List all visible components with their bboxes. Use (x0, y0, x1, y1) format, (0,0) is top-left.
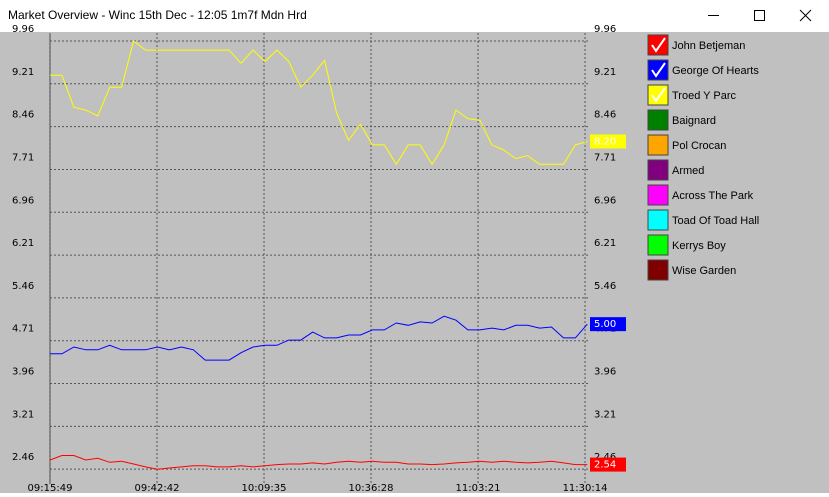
legend-check (651, 37, 666, 53)
y-tick-label: 3.96 (12, 367, 34, 378)
y-tick-label-right: 6.96 (594, 195, 616, 206)
last-value-box (590, 317, 626, 332)
x-tick-label: 11:30:14 (563, 483, 608, 493)
last-value-label: 5.00 (594, 319, 616, 330)
y-tick-label: 8.46 (12, 110, 34, 121)
last-value-label: 8.20 (594, 136, 616, 147)
x-tick-label: 09:15:49 (28, 483, 73, 493)
y-tick-label: 6.21 (12, 238, 34, 249)
window-title: Market Overview - Winc 15th Dec - 12:05 … (8, 8, 307, 22)
legend-label: Across The Park (672, 190, 754, 202)
y-tick-label: 7.71 (12, 152, 34, 163)
x-tick-label: 10:09:35 (242, 483, 287, 493)
series-line (50, 315, 588, 361)
last-value-box (590, 457, 626, 472)
y-tick-label: 5.46 (12, 281, 34, 292)
legend-label: Pol Crocan (672, 140, 726, 152)
legend-swatch[interactable] (647, 234, 669, 256)
series-line (50, 40, 588, 166)
legend-check (651, 87, 666, 103)
legend-swatch[interactable] (647, 159, 669, 181)
legend-swatch[interactable] (647, 184, 669, 206)
legend-label: Troed Y Parc (672, 90, 736, 102)
y-tick-label: 6.96 (12, 195, 34, 206)
y-tick-label: 9.96 (12, 24, 34, 35)
y-tick-label-right: 8.46 (594, 110, 616, 121)
legend-swatch[interactable] (647, 209, 669, 231)
y-tick-label-right: 9.96 (594, 24, 616, 35)
x-tick-label: 11:03:21 (456, 483, 501, 493)
last-value-box (590, 134, 626, 149)
title-bar (0, 0, 829, 32)
legend-label: John Betjeman (672, 40, 745, 52)
last-value-label: 2.54 (594, 460, 616, 471)
legend-label: Toad Of Toad Hall (672, 215, 759, 227)
y-tick-label: 9.21 (12, 67, 34, 78)
maximize-button[interactable] (754, 10, 765, 21)
x-tick-label: 10:36:28 (349, 483, 394, 493)
legend-swatch[interactable] (647, 134, 669, 156)
legend-swatch[interactable] (647, 259, 669, 281)
legend-label: Wise Garden (672, 265, 736, 277)
legend-swatch[interactable] (647, 109, 669, 131)
series-line (49, 455, 588, 470)
y-tick-label-right: 3.21 (594, 409, 616, 420)
y-tick-label-right: 6.21 (594, 238, 616, 249)
y-tick-label-right: 7.71 (594, 152, 616, 163)
y-tick-label: 3.21 (12, 409, 34, 420)
legend-check (651, 62, 666, 78)
y-tick-label: 2.46 (12, 452, 34, 463)
legend-label: Armed (672, 165, 704, 177)
y-tick-label-right: 5.46 (594, 281, 616, 292)
x-tick-label: 09:42:42 (135, 483, 180, 493)
legend-label: George Of Hearts (672, 65, 759, 77)
legend-label: Kerrys Boy (672, 240, 726, 252)
y-tick-label-right: 3.96 (594, 367, 616, 378)
legend-label: Baignard (672, 115, 716, 127)
y-tick-label-right: 9.21 (594, 67, 616, 78)
close-button[interactable] (799, 9, 812, 22)
y-tick-label: 4.71 (12, 324, 34, 335)
